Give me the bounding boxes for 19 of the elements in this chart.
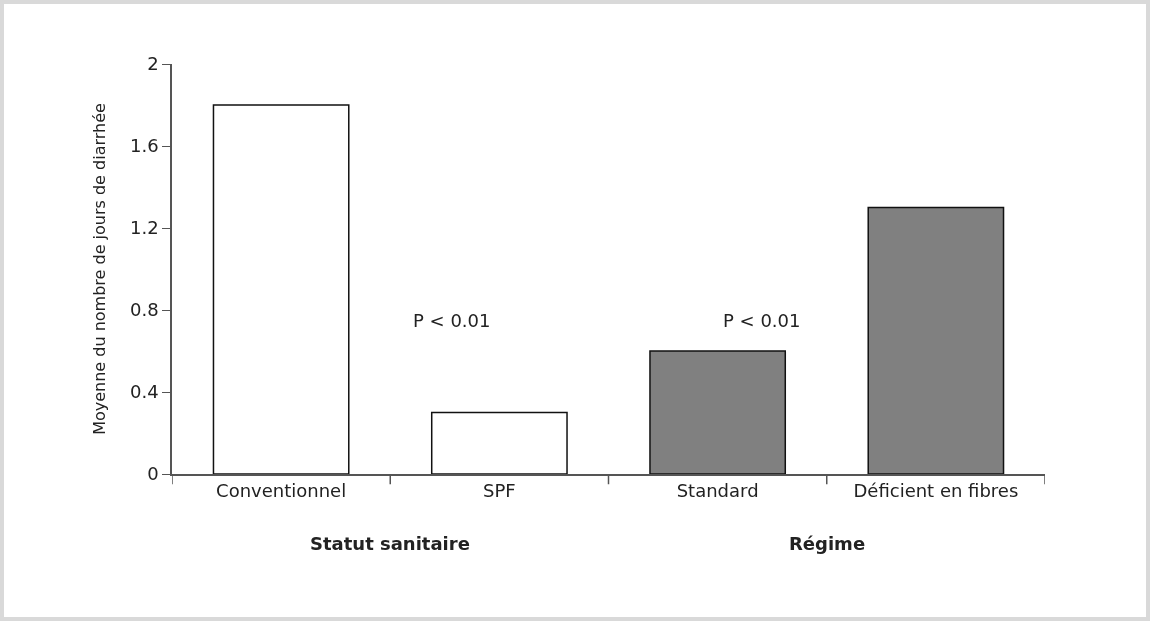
x-tick-label: Déficient en fibres [853,480,1019,502]
bar [430,411,568,474]
annotation: P < 0.01 [413,310,491,331]
text: Régime [789,533,866,554]
y-tick-label: 0.8 [130,299,159,321]
x-tick-label: Conventionnel [216,480,347,502]
bar [649,350,787,474]
y-tick-label: 0.4 [130,381,159,403]
x-tick-label: Standard [676,480,759,502]
annotation: P < 0.01 [723,310,801,331]
y-tick-label: 1.2 [130,217,159,239]
y-tick-label: 1.6 [130,135,159,157]
y-tick-label: 0 [147,463,159,485]
x-tick-label: SPF [483,480,516,502]
text: Statut sanitaire [310,533,470,554]
y-axis-title: Moyenne du nombre de jours de diarrhée [90,103,110,435]
bar [867,206,1005,474]
y-tick-label: 2 [147,53,159,75]
bar [212,104,350,474]
